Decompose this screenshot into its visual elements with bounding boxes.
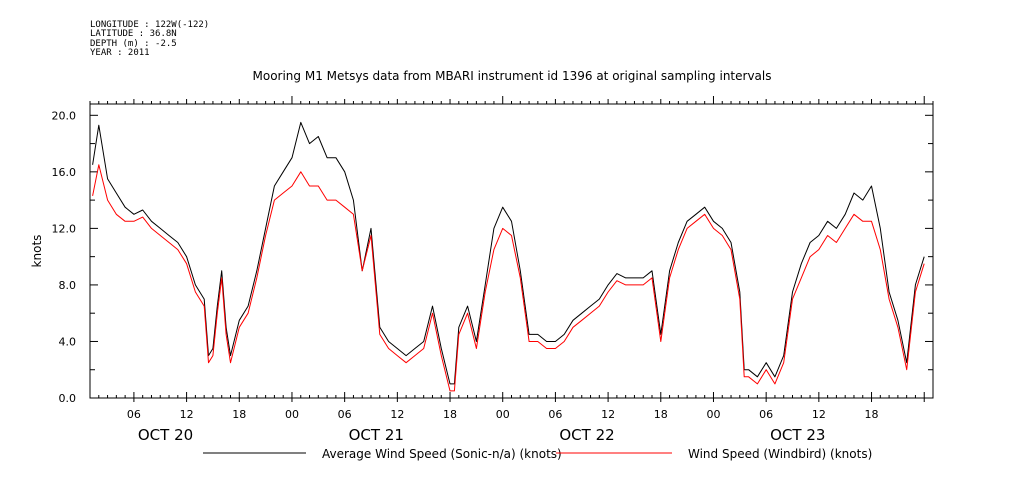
x-tick-label: 12 xyxy=(180,408,194,421)
axis-ticks xyxy=(89,96,934,402)
x-tick-label: 12 xyxy=(390,408,404,421)
x-tick-label: 00 xyxy=(706,408,720,421)
x-tick-label: 18 xyxy=(443,408,457,421)
y-tick-label: 8.0 xyxy=(59,279,77,292)
x-tick-label: 00 xyxy=(285,408,299,421)
chart-title: Mooring M1 Metsys data from MBARI instru… xyxy=(253,69,772,83)
x-tick-label: 06 xyxy=(338,408,352,421)
y-tick-label: 12.0 xyxy=(52,222,77,235)
year-text: YEAR : 2011 xyxy=(90,48,150,59)
latitude-text: LATITUDE : 36.8N xyxy=(90,29,177,40)
x-tick-label: 18 xyxy=(654,408,668,421)
mooring-metadata: LONGITUDE : 122W(-122) LATITUDE : 36.8N … xyxy=(90,20,210,59)
date-label: OCT 21 xyxy=(349,426,404,444)
depth-text: DEPTH (m) : -2.5 xyxy=(90,38,177,49)
x-tick-labels: 06 12 18 00 06 12 18 00 06 12 18 00 06 12 18 xyxy=(127,408,879,421)
legend: Average Wind Speed (Sonic-n/a) (knots) Wi… xyxy=(203,447,872,461)
x-tick-label: 12 xyxy=(812,408,826,421)
longitude-text: LONGITUDE : 122W(-122) xyxy=(90,20,210,30)
x-tick-label: 18 xyxy=(232,408,246,421)
series-line-1 xyxy=(92,121,925,385)
x-tick-label: 06 xyxy=(127,408,141,421)
y-tick-label: 20.0 xyxy=(52,109,77,122)
x-tick-label: 06 xyxy=(548,408,562,421)
x-tick-label: 06 xyxy=(759,408,773,421)
date-label: OCT 23 xyxy=(770,426,825,444)
x-tick-label: 00 xyxy=(496,408,510,421)
date-labels: OCT 20 OCT 21 OCT 22 OCT 23 xyxy=(138,426,826,444)
x-tick-label: 18 xyxy=(865,408,879,421)
legend-label-1: Average Wind Speed (Sonic-n/a) (knots) xyxy=(322,447,562,461)
date-label: OCT 22 xyxy=(559,426,614,444)
y-tick-label: 4.0 xyxy=(59,335,77,348)
date-label: OCT 20 xyxy=(138,426,193,444)
y-tick-label: 0.0 xyxy=(59,392,77,405)
legend-label-2: Wind Speed (Windbird) (knots) xyxy=(688,447,872,461)
y-tick-labels: 0.0 4.0 8.0 12.0 16.0 20.0 xyxy=(52,109,77,405)
data-series xyxy=(92,121,925,392)
series-line-2 xyxy=(92,164,925,392)
y-tick-label: 16.0 xyxy=(52,166,77,179)
y-axis-label: knots xyxy=(30,235,44,268)
x-tick-label: 12 xyxy=(601,408,615,421)
